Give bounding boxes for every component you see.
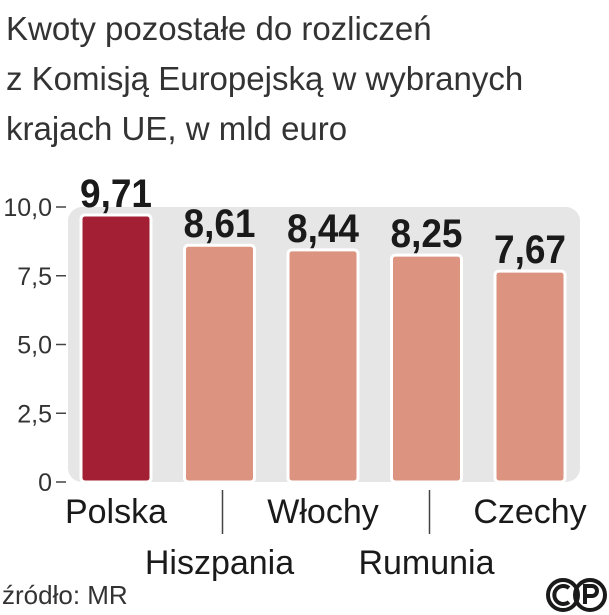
title-line-1: Kwoty pozostałe do rozliczeń <box>6 10 432 47</box>
bar <box>286 248 360 484</box>
y-tick-label: 10,0 <box>3 194 52 222</box>
data-label: 8,61 <box>184 202 256 246</box>
category-label: Włochy <box>267 493 378 531</box>
cp-logo-icon <box>546 578 607 612</box>
data-label: 8,25 <box>391 212 463 256</box>
y-tick-label: 2,5 <box>17 400 52 428</box>
category-label: Rumunia <box>358 544 494 582</box>
data-label: 8,44 <box>287 207 360 251</box>
chart-title: Kwoty pozostałe do rozliczeń z Komisją E… <box>6 4 606 154</box>
data-label: 9,71 <box>80 172 152 216</box>
bar <box>390 253 463 484</box>
bar <box>79 213 153 484</box>
y-tick-label: 5,0 <box>17 332 52 360</box>
data-label: 7,67 <box>494 228 566 272</box>
category-label: Czechy <box>473 493 586 531</box>
source-note: źródło: MR <box>2 580 128 610</box>
category-label: Hiszpania <box>145 544 294 582</box>
bar <box>183 243 256 484</box>
bar <box>493 269 567 484</box>
title-line-2: z Komisją Europejską w wybranych <box>6 60 524 97</box>
category-label: Polska <box>65 493 167 531</box>
y-tick-label: 0 <box>38 469 52 497</box>
y-tick-label: 7,5 <box>17 263 52 291</box>
title-line-3: krajach UE, w mld euro <box>6 110 348 147</box>
